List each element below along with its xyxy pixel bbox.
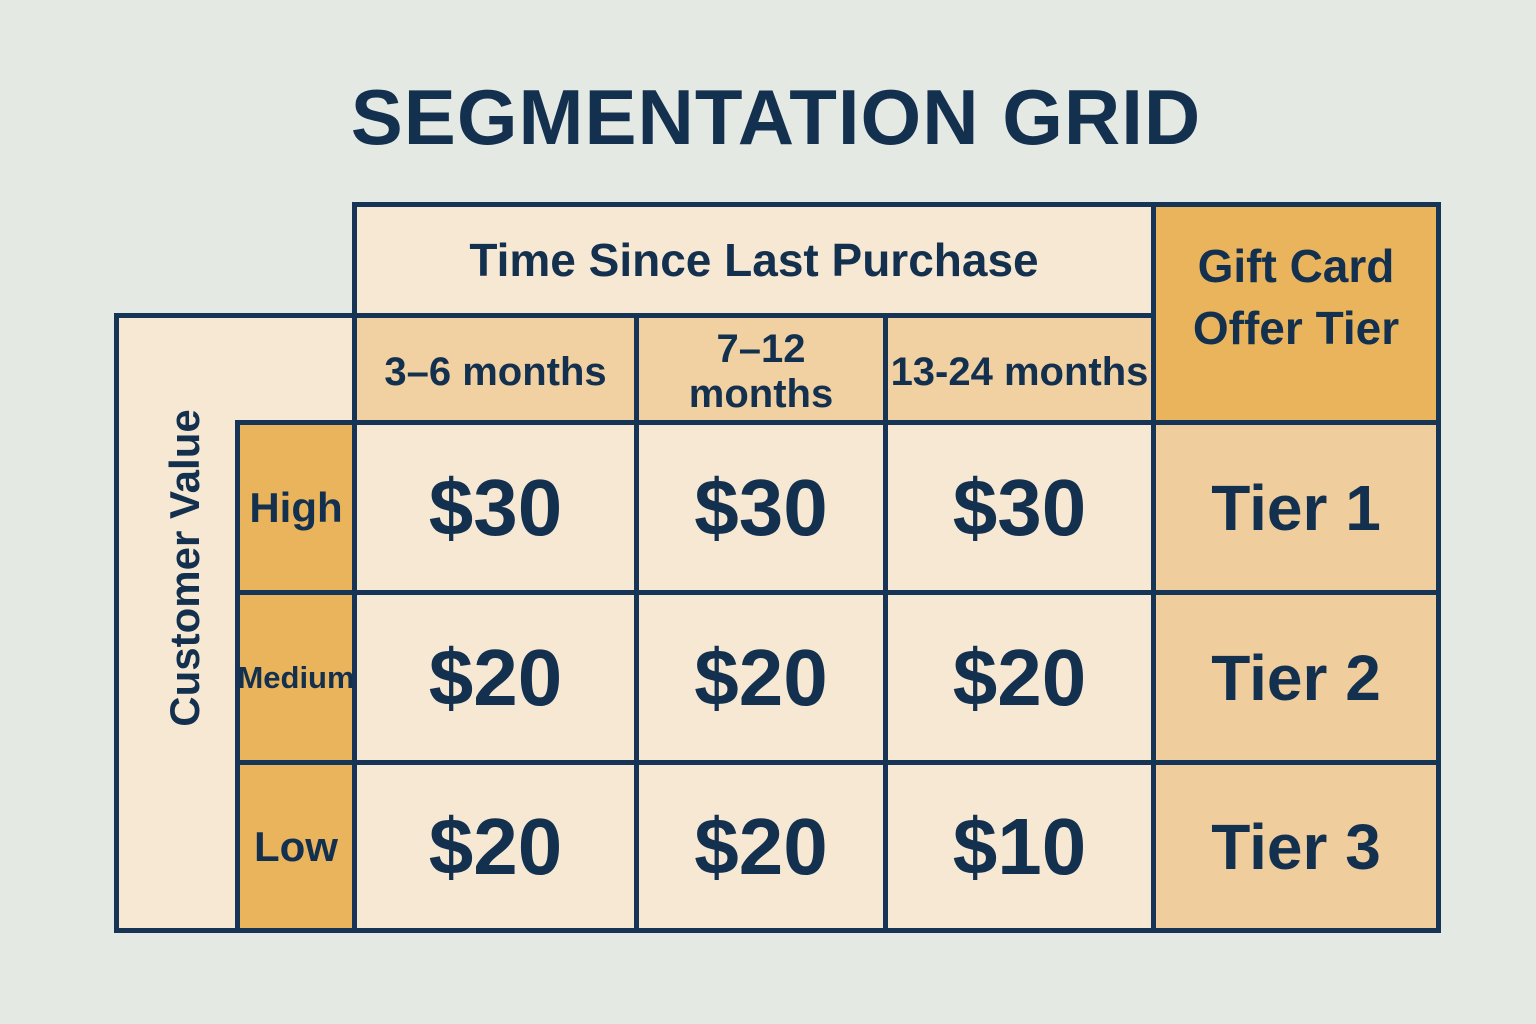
column-header-7-12: 7–12 months (634, 313, 888, 425)
corner-cell (235, 313, 357, 425)
row-label-high: High (235, 420, 357, 595)
row-label-low: Low (235, 760, 357, 933)
customer-value-band (114, 313, 240, 933)
offer-tier-header-line2: Offer Tier (1192, 302, 1400, 354)
tier-cell: Tier 2 (1151, 590, 1441, 765)
column-header-13-24: 13-24 months (883, 313, 1156, 425)
page-title: SEGMENTATION GRID (350, 73, 1202, 161)
value-cell: $20 (634, 590, 888, 765)
value-cell: $30 (352, 420, 639, 595)
value-cell: $30 (634, 420, 888, 595)
tier-cell: Tier 1 (1151, 420, 1441, 595)
value-cell: $20 (634, 760, 888, 933)
column-header-3-6: 3–6 months (352, 313, 639, 425)
tier-cell: Tier 3 (1151, 760, 1441, 933)
offer-tier-header: Gift Card Offer Tier (1151, 202, 1441, 425)
offer-tier-header-line1: Gift Card (1197, 240, 1395, 292)
customer-value-label: Customer Value (161, 409, 208, 727)
row-label-medium: Medium (235, 590, 357, 765)
time-since-purchase-header: Time Since Last Purchase (352, 202, 1156, 318)
value-cell: $10 (883, 760, 1156, 933)
value-cell: $20 (352, 760, 639, 933)
value-cell: $20 (352, 590, 639, 765)
value-cell: $20 (883, 590, 1156, 765)
value-cell: $30 (883, 420, 1156, 595)
